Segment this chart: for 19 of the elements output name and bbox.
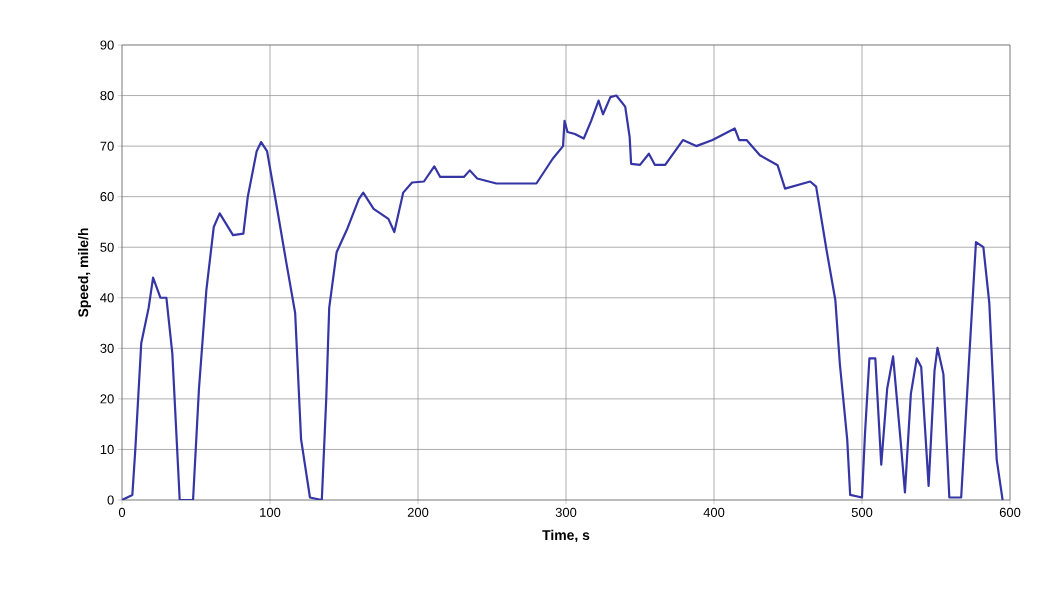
- y-tick-label: 50: [100, 242, 114, 252]
- x-tick-label: 200: [407, 507, 429, 517]
- x-tick-label: 600: [999, 507, 1021, 517]
- x-tick-label: 100: [260, 507, 281, 517]
- x-tick-label: 0: [118, 507, 126, 517]
- x-tick-label: 300: [555, 507, 577, 517]
- y-tick-label: 40: [100, 293, 114, 303]
- y-tick-label: 80: [100, 90, 114, 101]
- y-tick-label: 90: [100, 40, 114, 50]
- x-tick-label: 400: [703, 507, 725, 517]
- y-tick-label: 10: [100, 444, 114, 455]
- x-axis-title: Time, s: [542, 529, 590, 543]
- y-tick-label: 60: [100, 192, 114, 202]
- x-tick-label: 500: [851, 507, 873, 517]
- y-tick-label: 30: [100, 343, 114, 353]
- y-tick-label: 20: [100, 394, 114, 404]
- y-axis-title: Speed, mile/h: [77, 228, 91, 318]
- y-tick-label: 70: [100, 141, 114, 151]
- y-tick-label: 0: [107, 495, 114, 505]
